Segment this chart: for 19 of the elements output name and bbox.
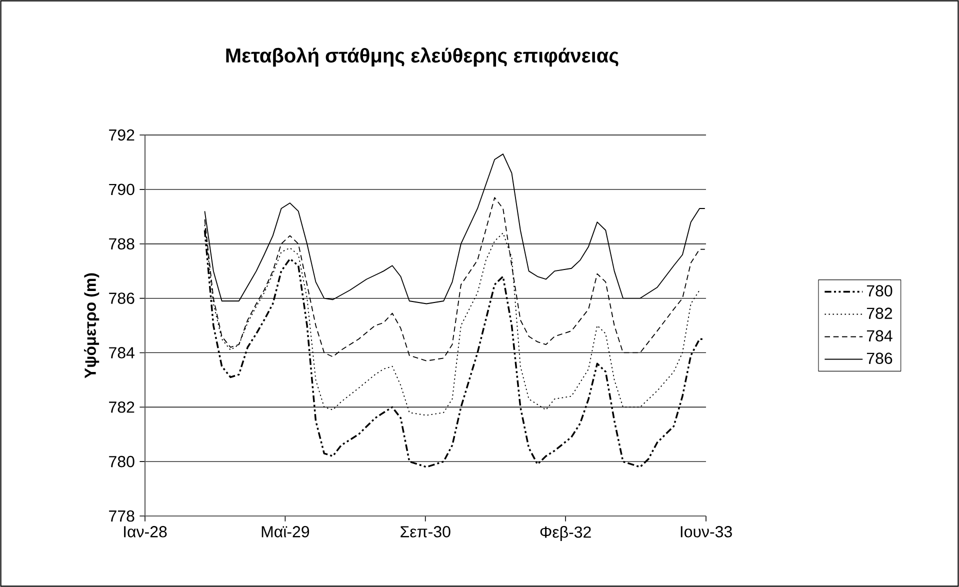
y-tick-label: 788 (109, 238, 134, 250)
legend-label: 782 (866, 308, 892, 319)
x-tick-label: Μαϊ-29 (262, 526, 310, 538)
chart-title: Μεταβολή στάθμης ελεύθερης επιφάνειας (226, 47, 618, 67)
legend-label: 780 (866, 285, 892, 296)
x-tick-label: Ιαν-28 (124, 526, 167, 538)
x-tick-label: Ιουν-33 (680, 526, 732, 538)
y-tick-label: 790 (109, 184, 134, 196)
y-tick-label: 786 (109, 292, 134, 304)
y-tick-label: 782 (109, 401, 134, 413)
y-tick-label: 792 (109, 129, 134, 141)
y-axis-title: Υψόμετρο (m) (84, 273, 100, 378)
legend-label: 784 (866, 330, 892, 342)
y-tick-label: 784 (109, 347, 134, 358)
x-tick-label: Φεβ-32 (540, 526, 591, 541)
legend-label: 786 (866, 352, 892, 364)
y-tick-label: 780 (109, 456, 134, 468)
x-tick-label: Σεπ-30 (400, 526, 450, 538)
y-tick-label: 778 (109, 510, 134, 522)
